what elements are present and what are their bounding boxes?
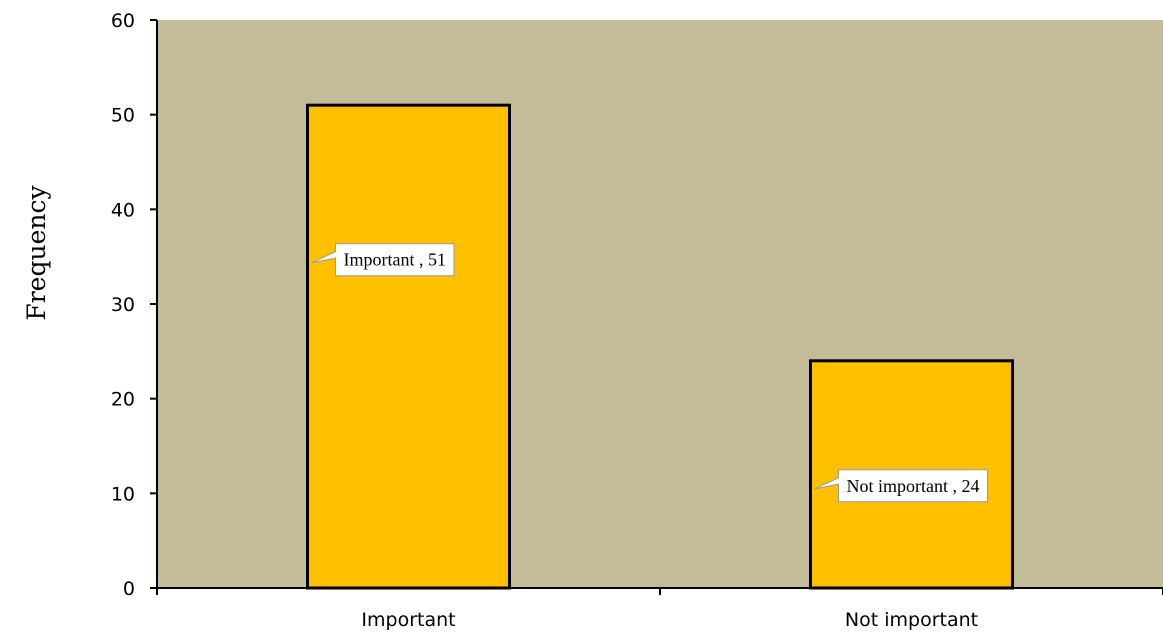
axes-layer	[150, 20, 1163, 595]
data-label-box	[311, 243, 455, 277]
y-tick-label: 10	[111, 483, 135, 505]
data-label-text: Important , 51	[344, 250, 446, 270]
y-tick-label: 60	[111, 10, 135, 32]
data-label-box	[814, 469, 988, 503]
y-ticks-layer: 0 10 20 30 40 50 60	[111, 10, 157, 600]
x-ticks-layer: Important Not important	[361, 588, 1163, 631]
y-tick-label: 20	[111, 389, 135, 411]
y-tick-label: 30	[111, 294, 135, 316]
bar	[306, 103, 511, 590]
x-tick-label: Not important	[845, 609, 978, 631]
data-labels-layer: Important , 51 Not important , 24	[311, 243, 988, 503]
y-tick-label: 0	[123, 578, 135, 600]
y-tick-label: 40	[111, 199, 135, 221]
y-axis-title: Frequency	[22, 185, 51, 321]
data-label-callout: Important , 51	[311, 243, 455, 277]
data-label-callout: Not important , 24	[814, 469, 988, 503]
x-tick-label: Important	[361, 609, 455, 631]
data-label-text: Not important , 24	[847, 476, 980, 496]
y-tick-label: 50	[111, 105, 135, 127]
